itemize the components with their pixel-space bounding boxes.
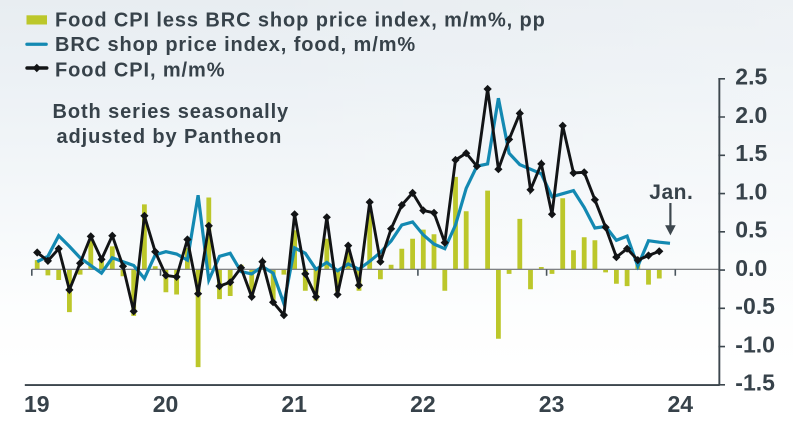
svg-text:23: 23 [539,391,565,417]
svg-text:Jan.: Jan. [649,181,693,204]
svg-text:19: 19 [24,391,50,417]
svg-text:1.0: 1.0 [735,178,767,204]
svg-text:Food CPI less BRC shop price i: Food CPI less BRC shop price index, m/m%… [55,9,546,31]
svg-text:2.5: 2.5 [735,64,767,90]
svg-text:-1.5: -1.5 [735,370,775,396]
svg-text:22: 22 [410,391,436,417]
svg-text:0.0: 0.0 [735,255,767,281]
svg-text:21: 21 [281,391,307,417]
svg-text:20: 20 [153,391,179,417]
svg-text:BRC shop price index, food, m/: BRC shop price index, food, m/m% [55,34,416,56]
svg-text:-0.5: -0.5 [735,293,775,319]
svg-text:2.0: 2.0 [735,102,767,128]
svg-text:adjusted by Pantheon: adjusted by Pantheon [57,126,283,148]
svg-text:Food CPI, m/m%: Food CPI, m/m% [55,60,225,82]
svg-text:0.5: 0.5 [735,217,767,243]
svg-text:1.5: 1.5 [735,140,767,166]
svg-text:-1.0: -1.0 [735,331,775,357]
svg-text:24: 24 [668,391,694,417]
svg-text:Both series seasonally: Both series seasonally [53,101,290,123]
